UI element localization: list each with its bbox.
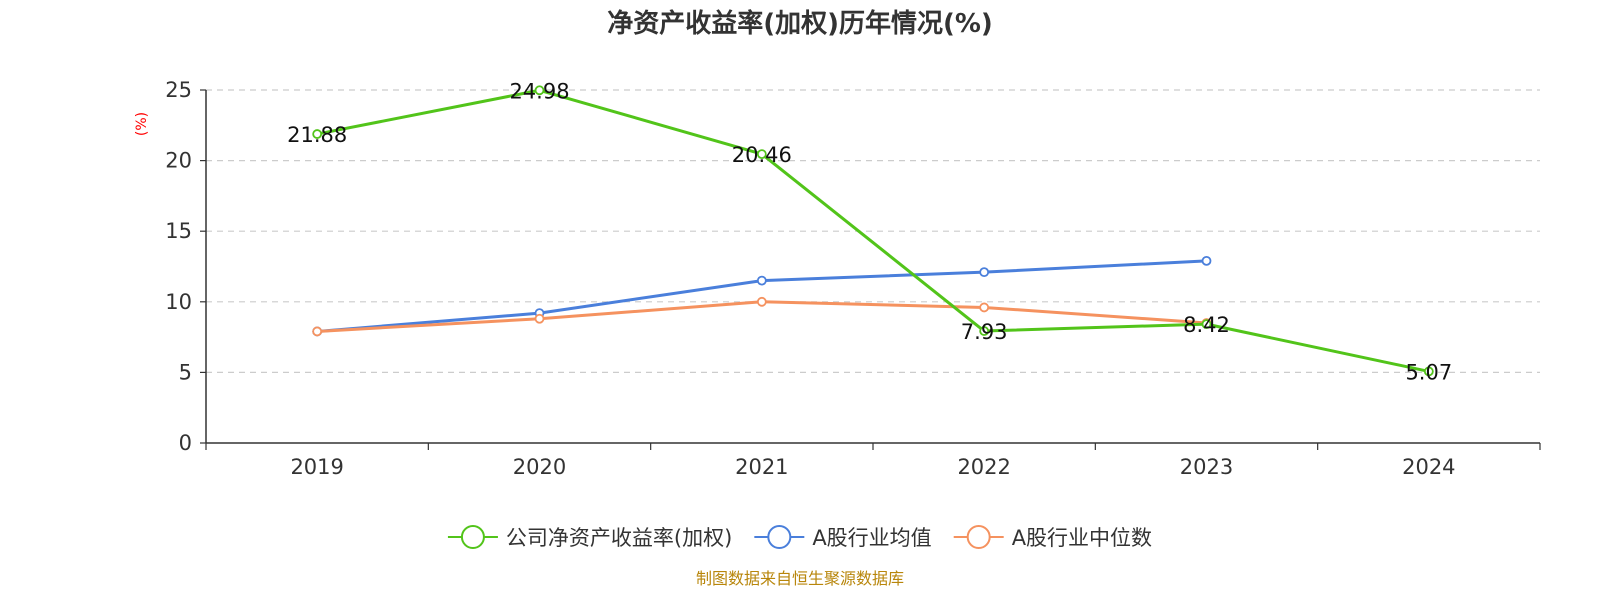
data-point[interactable] bbox=[979, 326, 990, 336]
data-point[interactable] bbox=[312, 326, 323, 337]
y-tick-label: 20 bbox=[165, 149, 192, 173]
legend-label: 公司净资产收益率(加权) bbox=[506, 526, 732, 550]
data-label: 21.88 bbox=[287, 123, 347, 147]
data-point[interactable] bbox=[534, 85, 545, 96]
chart-title: 净资产收益率(加权)历年情况(%) bbox=[607, 8, 993, 39]
series-2 bbox=[312, 296, 1212, 337]
series-1 bbox=[312, 255, 1212, 337]
series-0 bbox=[312, 85, 1434, 377]
series-line-1 bbox=[317, 259, 1207, 333]
y-axis-label: (%) bbox=[134, 112, 150, 136]
data-point[interactable] bbox=[756, 149, 767, 160]
data-label: 7.93 bbox=[961, 320, 1008, 344]
x-tick-label-2024: 2024 bbox=[1402, 455, 1455, 479]
series-line-0 bbox=[316, 88, 1430, 373]
x-tick-label-2020: 2020 bbox=[513, 455, 566, 479]
x-tick-label-2022: 2022 bbox=[957, 455, 1010, 479]
x-tick-label-2023: 2023 bbox=[1180, 455, 1233, 479]
y-tick-label: 0 bbox=[179, 431, 192, 455]
legend-label: A股行业中位数 bbox=[1012, 526, 1152, 550]
data-point[interactable] bbox=[979, 267, 990, 278]
legend-item-0[interactable]: 公司净资产收益率(加权) bbox=[447, 525, 732, 550]
data-point[interactable] bbox=[1201, 255, 1212, 266]
data-point[interactable] bbox=[756, 275, 767, 286]
data-label: 5.07 bbox=[1405, 360, 1452, 384]
data-point[interactable] bbox=[979, 302, 990, 313]
legend-item-2[interactable]: A股行业中位数 bbox=[953, 525, 1152, 550]
data-point[interactable] bbox=[534, 313, 545, 324]
series-layer bbox=[312, 85, 1434, 377]
legend-swatch-marker bbox=[966, 525, 991, 549]
data-point[interactable] bbox=[756, 296, 767, 307]
legend-label: A股行业均值 bbox=[812, 526, 931, 550]
legend[interactable]: 公司净资产收益率(加权) A股行业均值 A股行业中位数 bbox=[447, 525, 1152, 550]
x-tick-label-2021: 2021 bbox=[735, 455, 788, 479]
x-tick-label-2019: 2019 bbox=[290, 455, 343, 479]
legend-swatch-marker bbox=[767, 525, 792, 549]
y-tick-label: 10 bbox=[165, 290, 192, 314]
data-point[interactable] bbox=[1201, 319, 1212, 330]
data-point[interactable] bbox=[312, 129, 323, 139]
y-tick-label: 25 bbox=[165, 78, 192, 102]
data-label: 20.46 bbox=[732, 143, 792, 167]
data-label: 8.42 bbox=[1183, 313, 1230, 337]
grid-lines bbox=[206, 89, 1540, 373]
data-labels: 21.88 24.98 20.46 7.93 8.42 5.07 bbox=[287, 79, 1452, 384]
y-tick-label: 5 bbox=[179, 360, 192, 384]
legend-item-1[interactable]: A股行业均值 bbox=[754, 525, 932, 550]
legend-swatch-marker bbox=[460, 525, 485, 549]
data-label: 24.98 bbox=[509, 79, 569, 103]
axes: 0 5 10 15 20 25 2019 2020 2021 2022 2023 2024 bbox=[165, 78, 1541, 479]
y-tick-label: 15 bbox=[165, 219, 192, 243]
source-footer: 制图数据来自恒生聚源数据库 bbox=[696, 569, 904, 588]
data-point[interactable] bbox=[1423, 366, 1434, 377]
